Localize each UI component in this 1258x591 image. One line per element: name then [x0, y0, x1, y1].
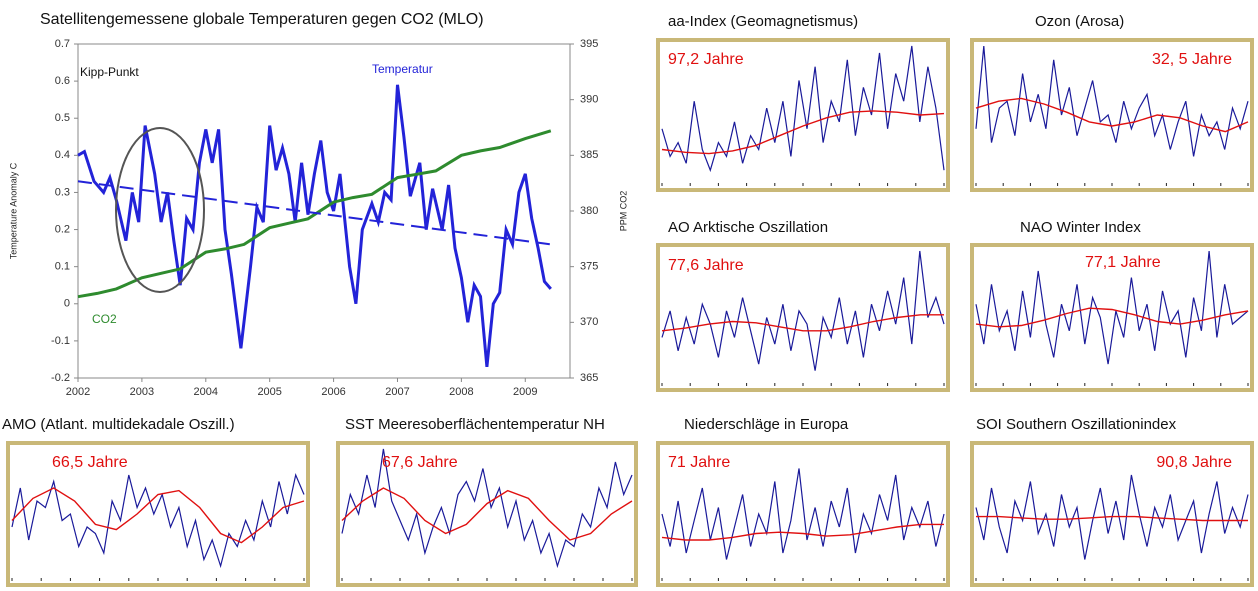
x-tick-label: 2002: [66, 386, 90, 398]
fit-curve: [661, 523, 944, 541]
x-tick-label: 2005: [257, 386, 281, 398]
panel-title: Niederschläge in Europa: [684, 416, 849, 433]
series-line: [77, 84, 552, 368]
x-tick-label: 2007: [385, 386, 409, 398]
y-tick-label: 0.5: [55, 112, 70, 124]
y2-tick-label: 390: [580, 94, 598, 106]
panel-title: AO Arktische Oszillation: [668, 219, 828, 236]
data-line: [11, 473, 305, 569]
period-label: 97,2 Jahre: [668, 51, 744, 68]
panel-frame: [970, 38, 1254, 192]
panel-frame: [656, 38, 950, 192]
panel-title: SST Meeresoberflächentemperatur NH: [345, 416, 605, 433]
data-line: [975, 45, 1249, 157]
fit-curve: [341, 487, 633, 541]
period-label: 67,6 Jahre: [382, 454, 458, 471]
trend-line: [77, 180, 551, 246]
fit-curve: [975, 307, 1249, 328]
y2-tick-label: 375: [580, 261, 598, 273]
y2-tick-label: 365: [580, 372, 598, 384]
panel-frame: [6, 441, 310, 587]
period-label: 77,6 Jahre: [668, 257, 744, 274]
panel-title: aa-Index (Geomagnetismus): [668, 13, 858, 30]
data-line: [661, 45, 945, 173]
y-tick-label: -0.1: [51, 335, 70, 347]
x-tick-label: 2009: [513, 386, 537, 398]
series-line: [77, 129, 552, 299]
annotation: Kipp-Punkt: [80, 65, 139, 79]
tipping-ellipse: [115, 127, 205, 293]
y-tick-label: 0.2: [55, 223, 70, 235]
y2-tick-label: 370: [580, 316, 598, 328]
x-tick-label: 2006: [321, 386, 345, 398]
y2-tick-label: 385: [580, 149, 598, 161]
panel-title: Ozon (Arosa): [1035, 13, 1124, 30]
y-tick-label: 0.4: [55, 149, 70, 161]
annotation: Temperatur: [372, 62, 433, 76]
data-line: [661, 468, 945, 560]
data-line: [975, 250, 1249, 365]
panel-title: NAO Winter Index: [1020, 219, 1141, 236]
y-tick-label: 0.7: [55, 38, 70, 50]
y-tick-label: 0: [64, 298, 70, 310]
period-label: 66,5 Jahre: [52, 454, 128, 471]
fit-curve: [11, 487, 305, 544]
x-tick-label: 2008: [449, 386, 473, 398]
data-line: [661, 250, 945, 371]
panel-frame: [336, 441, 638, 587]
fit-curve: [976, 515, 1248, 522]
y-tick-label: 0.3: [55, 186, 70, 198]
y-tick-label: 0.6: [55, 75, 70, 87]
y2-axis-label: PPM CO2: [618, 191, 628, 232]
y2-tick-label: 380: [580, 205, 598, 217]
y2-tick-label: 395: [580, 38, 598, 50]
y-tick-label: -0.2: [51, 372, 70, 384]
fit-curve: [661, 110, 945, 155]
panel-frame: [970, 441, 1254, 587]
period-label: 32, 5 Jahre: [1152, 51, 1232, 68]
panel-title: SOI Southern Oszillationindex: [976, 416, 1177, 433]
x-tick-label: 2004: [194, 386, 218, 398]
fit-curve: [975, 97, 1249, 133]
period-label: 90,8 Jahre: [1156, 454, 1232, 471]
data-line: [341, 448, 633, 569]
fit-curve: [661, 314, 944, 332]
period-label: 71 Jahre: [668, 454, 730, 471]
plot-frame: [77, 43, 571, 379]
annotation: CO2: [92, 312, 117, 326]
panel-title: AMO (Atlant. multidekadale Oszill.): [2, 416, 235, 433]
period-label: 77,1 Jahre: [1085, 254, 1161, 271]
x-tick-label: 2003: [130, 386, 154, 398]
y-axis-label: Temperature Anomaly C: [8, 162, 18, 259]
y-tick-label: 0.1: [55, 261, 70, 273]
chart-title: Satellitengemessene globale Temperaturen…: [40, 11, 484, 28]
